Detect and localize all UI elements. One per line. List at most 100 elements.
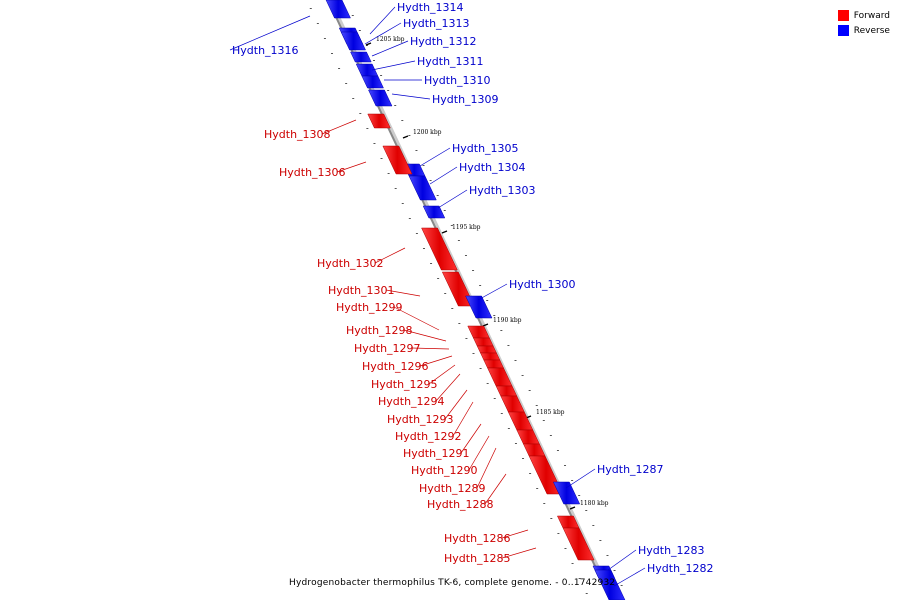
minor-tick [550,518,553,519]
gene-leader-line [501,547,537,559]
minor-tick [323,38,326,39]
minor-tick [507,428,510,429]
gene-label-Hydth_1308[interactable]: Hydth_1308 [264,128,331,141]
gene-label-Hydth_1291[interactable]: Hydth_1291 [403,447,470,460]
minor-tick [493,315,496,316]
gene-Hydth_1310[interactable] [361,75,384,89]
gene-label-Hydth_1303[interactable]: Hydth_1303 [469,184,536,197]
gene-label-Hydth_1316[interactable]: Hydth_1316 [232,44,299,57]
gene-Hydth_1314[interactable] [325,0,351,19]
gene-Hydth_1304[interactable] [408,175,437,201]
gene-leader-line [419,355,453,367]
gene-label-Hydth_1305[interactable]: Hydth_1305 [452,142,519,155]
legend-forward: Forward [837,8,890,23]
gene-Hydth_1303[interactable] [422,205,446,219]
gene-label-Hydth_1293[interactable]: Hydth_1293 [387,413,454,426]
minor-tick [380,158,383,159]
gene-Hydth_1316[interactable] [340,31,366,51]
gene-label-Hydth_1311[interactable]: Hydth_1311 [417,55,484,68]
minor-tick [372,60,375,61]
legend-reverse: Reverse [837,23,890,38]
gene-Hydth_1306[interactable] [382,145,413,175]
gene-label-Hydth_1289[interactable]: Hydth_1289 [419,482,486,495]
gene-Hydth_1295[interactable] [483,359,504,369]
gene-label-Hydth_1310[interactable]: Hydth_1310 [424,74,491,87]
minor-tick [599,540,602,541]
minor-tick [556,450,559,451]
gene-Hydth_1287[interactable] [552,481,581,505]
minor-tick [365,45,368,46]
minor-tick [415,233,418,234]
gene-Hydth_1296[interactable] [480,352,501,361]
gene-label-Hydth_1285[interactable]: Hydth_1285 [444,552,511,565]
reverse-swatch-icon [837,25,849,36]
gene-Hydth_1308[interactable] [367,113,391,129]
gene-label-Hydth_1282[interactable]: Hydth_1282 [647,562,714,575]
gene-leader-line [369,6,396,35]
gene-leader-line [429,166,458,185]
minor-tick [430,263,433,264]
gene-leader-line [403,329,447,342]
gene-Hydth_1302[interactable] [421,227,458,271]
gene-label-Hydth_1314[interactable]: Hydth_1314 [397,1,464,14]
minor-tick [507,345,510,346]
minor-tick [352,98,355,99]
gene-label-Hydth_1306[interactable]: Hydth_1306 [279,166,346,179]
gene-Hydth_1290[interactable] [516,429,540,445]
gene-Hydth_1292[interactable] [500,395,525,413]
gene-leader-line [419,147,451,167]
gene-label-Hydth_1287[interactable]: Hydth_1287 [597,463,664,476]
gene-label-Hydth_1292[interactable]: Hydth_1292 [395,430,462,443]
gene-leader-line [391,93,431,100]
gene-label-Hydth_1290[interactable]: Hydth_1290 [411,464,478,477]
minor-tick [578,495,581,496]
minor-tick [408,218,411,219]
gene-label-Hydth_1302[interactable]: Hydth_1302 [317,257,384,270]
gene-Hydth_1312[interactable] [350,51,372,63]
gene-Hydth_1300[interactable] [465,295,493,319]
gene-label-Hydth_1286[interactable]: Hydth_1286 [444,532,511,545]
gene-label-Hydth_1296[interactable]: Hydth_1296 [362,360,429,373]
gene-label-Hydth_1288[interactable]: Hydth_1288 [427,498,494,511]
gene-label-Hydth_1304[interactable]: Hydth_1304 [459,161,526,174]
gene-label-Hydth_1313[interactable]: Hydth_1313 [403,17,470,30]
minor-tick [571,563,574,564]
gene-Hydth_1298[interactable] [473,337,494,347]
gene-leader-line [393,306,440,331]
gene-leader-line [229,15,311,51]
gene-label-Hydth_1298[interactable]: Hydth_1298 [346,324,413,337]
minor-tick [408,135,411,136]
gene-label-Hydth_1312[interactable]: Hydth_1312 [410,35,477,48]
minor-tick [606,555,609,556]
gene-leader-line [385,289,421,297]
minor-tick [401,203,404,204]
gene-label-Hydth_1294[interactable]: Hydth_1294 [378,395,445,408]
gene-Hydth_1285[interactable] [562,527,595,561]
gene-leader-line [435,373,461,402]
legend-forward-label: Forward [853,10,890,21]
minor-tick [486,300,489,301]
gene-label-Hydth_1283[interactable]: Hydth_1283 [638,544,705,557]
gene-leader-line [336,161,367,173]
scale-tick-mark [441,230,448,234]
minor-tick [472,353,475,354]
scale-tick-mark [482,323,489,327]
minor-tick [401,120,404,121]
minor-tick [522,458,525,459]
gene-label-Hydth_1301[interactable]: Hydth_1301 [328,284,395,297]
gene-label-Hydth_1309[interactable]: Hydth_1309 [432,93,499,106]
gene-Hydth_1282[interactable] [594,569,626,600]
minor-tick [387,90,390,91]
gene-label-Hydth_1300[interactable]: Hydth_1300 [509,278,576,291]
gene-label-Hydth_1297[interactable]: Hydth_1297 [354,342,421,355]
minor-tick [436,195,439,196]
minor-tick [472,270,475,271]
minor-tick [309,8,312,9]
gene-leader-line [607,549,637,571]
gene-Hydth_1297[interactable] [476,345,497,354]
gene-label-Hydth_1295[interactable]: Hydth_1295 [371,378,438,391]
gene-Hydth_1309[interactable] [368,89,393,107]
gene-label-Hydth_1299[interactable]: Hydth_1299 [336,301,403,314]
minor-tick [443,210,446,211]
gene-Hydth_1311[interactable] [355,63,379,77]
